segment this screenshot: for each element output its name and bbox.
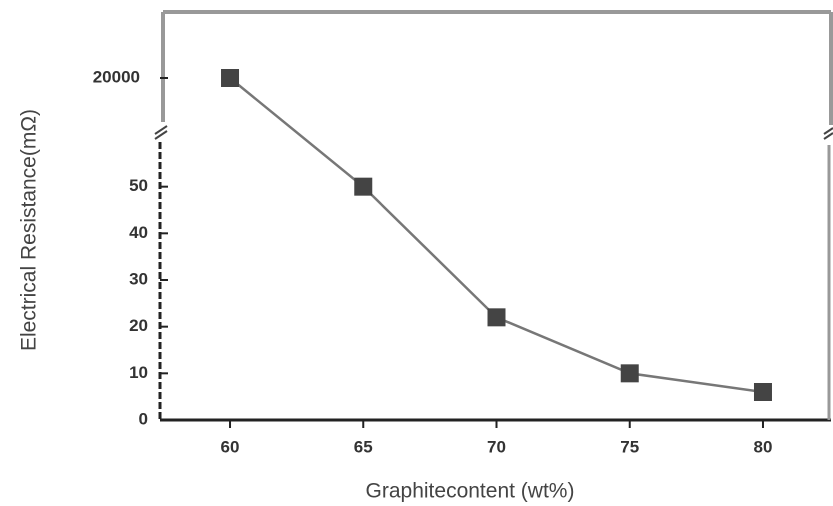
axes bbox=[158, 142, 831, 422]
x-axis-label: Graphitecontent (wt%) bbox=[366, 480, 575, 503]
y-tick-label: 20000 bbox=[93, 67, 140, 86]
x-tick-label: 65 bbox=[354, 437, 373, 456]
frame bbox=[161, 10, 833, 125]
y-tick-label: 30 bbox=[129, 269, 148, 288]
y-tick-label: 0 bbox=[139, 409, 148, 428]
x-tick-label: 75 bbox=[620, 437, 639, 456]
y-axis-label: Electrical Resistance(mΩ) bbox=[18, 109, 41, 351]
data-line bbox=[229, 77, 764, 394]
x-tick-label: 80 bbox=[754, 437, 773, 456]
marker bbox=[487, 308, 506, 327]
marker bbox=[753, 383, 772, 401]
y-tick-label: 40 bbox=[129, 223, 148, 242]
y-tick-label: 50 bbox=[129, 176, 148, 195]
marker bbox=[221, 69, 240, 87]
y-tick-label: 20 bbox=[129, 316, 148, 335]
y-tick-label: 10 bbox=[129, 363, 148, 382]
x-tick-label: 70 bbox=[487, 437, 506, 456]
marker bbox=[354, 177, 373, 196]
marker bbox=[620, 364, 639, 383]
x-tick-label: 60 bbox=[221, 437, 240, 456]
axis-break bbox=[154, 125, 833, 140]
